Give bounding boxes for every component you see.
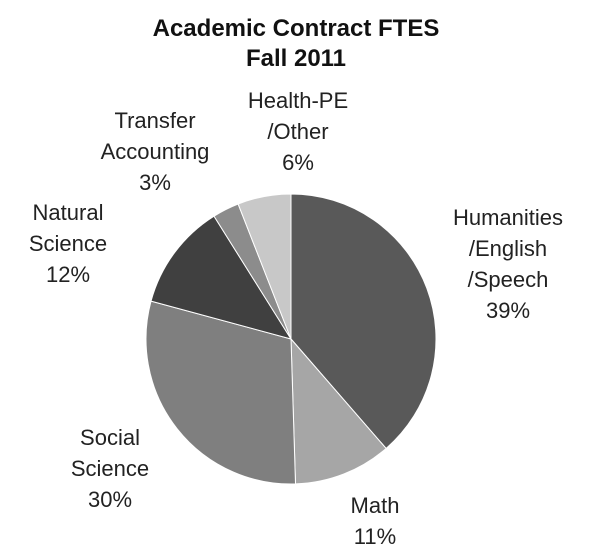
value-label: 30% (87, 487, 133, 512)
pie-slice (290, 193, 437, 450)
pie-slice (150, 215, 293, 340)
slice-label: Math (350, 493, 400, 518)
slice-label: Transfer Accounting (100, 108, 210, 164)
pie-slice (237, 193, 292, 340)
value-label: 12% (45, 262, 91, 287)
slice-label: Social Science (70, 425, 150, 481)
chart-title: Academic Contract FTES Fall 2011 (152, 15, 440, 72)
pie-slice (145, 300, 297, 485)
slice-label: Humanities /English /Speech (452, 205, 564, 292)
value-label: 3% (139, 170, 171, 195)
value-label: 11% (353, 524, 397, 546)
value-label: 6% (282, 150, 314, 175)
slice-label: Health-PE /Other (247, 88, 349, 144)
slice-label: Natural Science (28, 200, 108, 256)
value-label: 39% (485, 298, 531, 323)
pie-slice (290, 337, 387, 485)
